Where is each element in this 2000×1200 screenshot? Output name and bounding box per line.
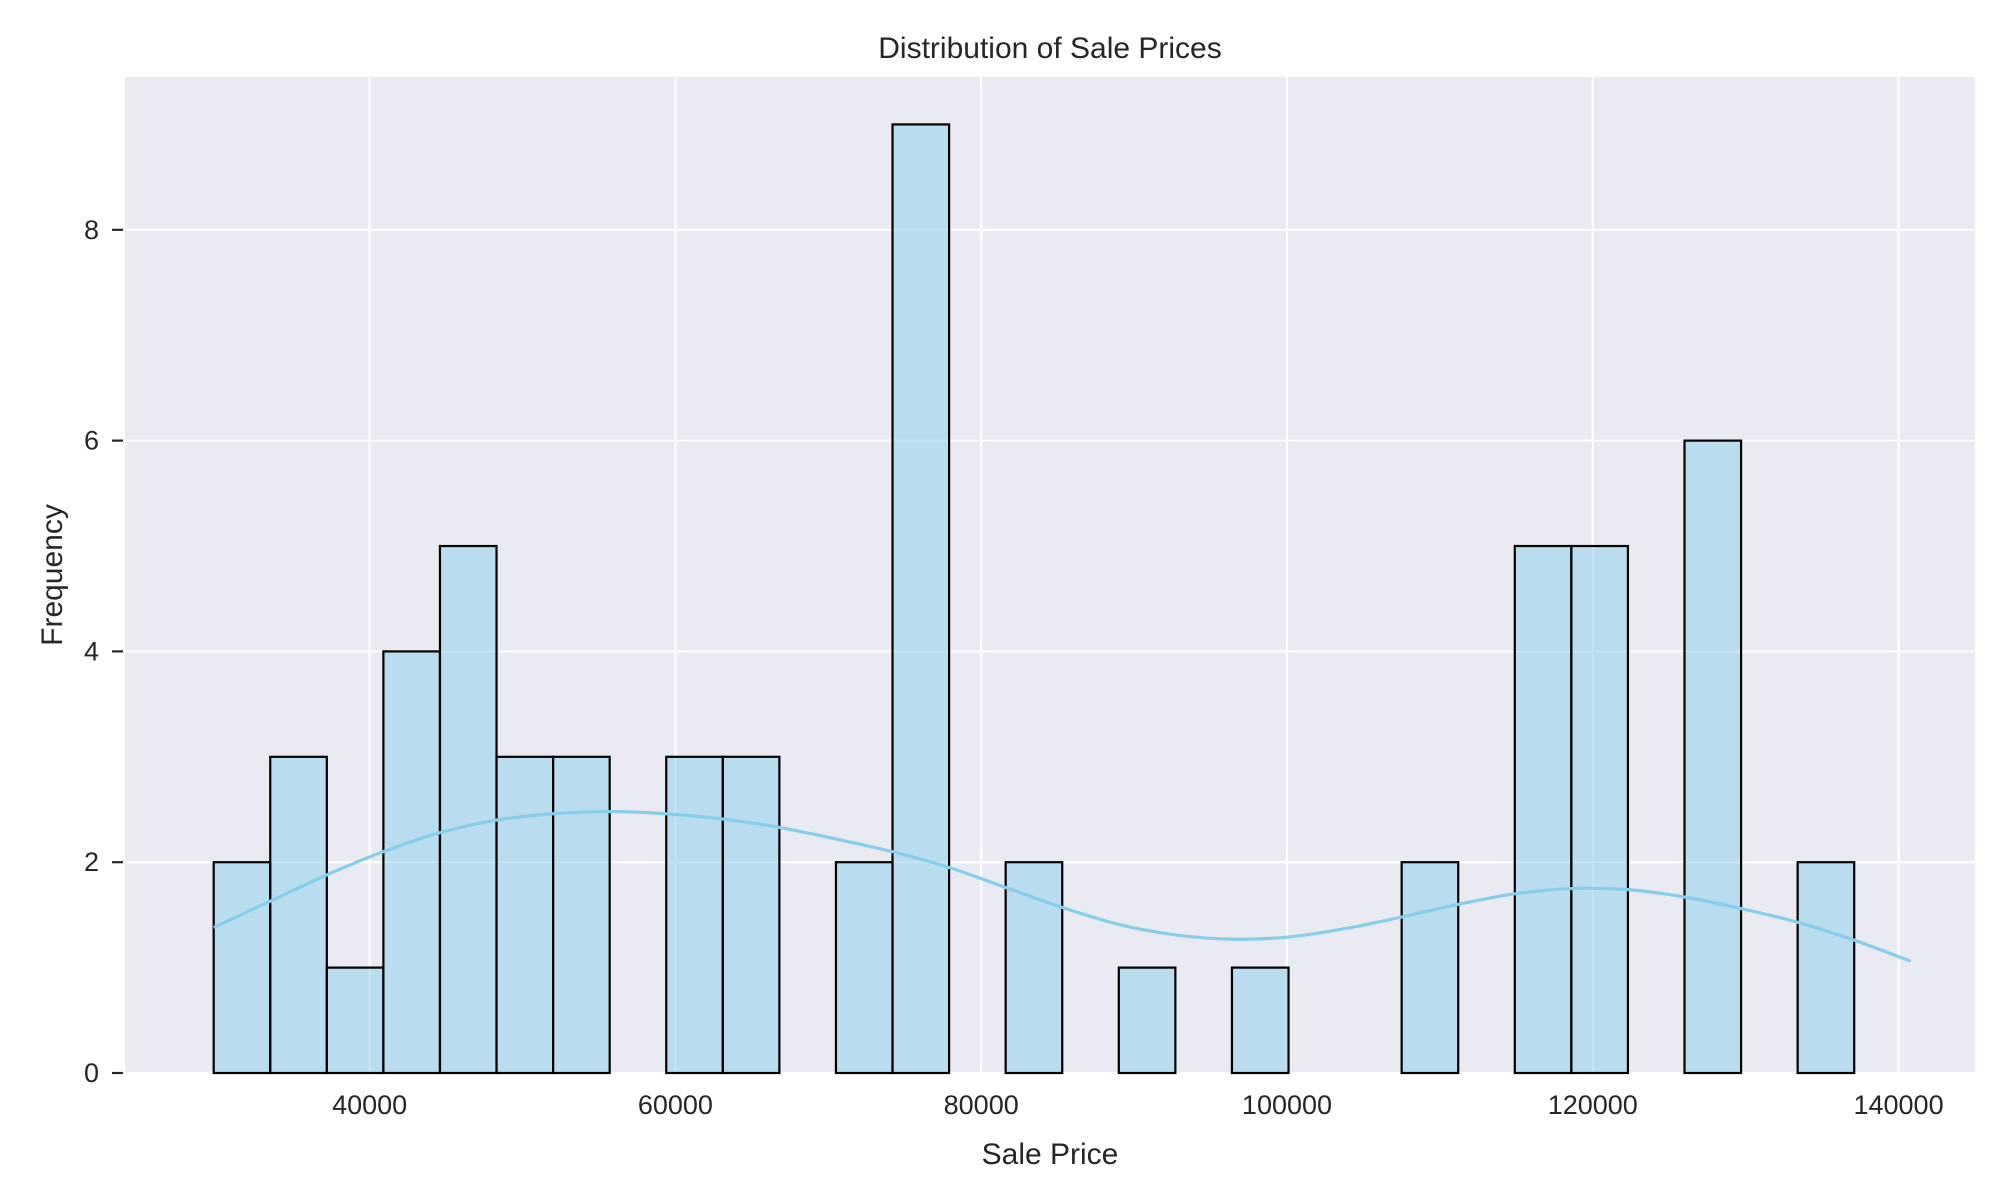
histogram-bar bbox=[212, 861, 272, 1075]
histogram-bar bbox=[665, 755, 724, 1075]
x-tick-label: 120000 bbox=[1548, 1090, 1638, 1120]
histogram-bar bbox=[495, 755, 555, 1075]
x-tick-label: 40000 bbox=[332, 1090, 407, 1120]
histogram-bar bbox=[438, 544, 498, 1075]
histogram-bar bbox=[1230, 966, 1290, 1075]
histogram-bar bbox=[891, 123, 951, 1075]
histogram-bar bbox=[1400, 861, 1460, 1075]
histogram-bar bbox=[1004, 861, 1064, 1075]
kde-curve-group bbox=[213, 810, 1912, 963]
histogram-bar bbox=[1513, 544, 1573, 1075]
histogram-bar bbox=[269, 755, 328, 1075]
histogram-bar bbox=[1796, 861, 1856, 1075]
histogram-bar bbox=[1683, 439, 1743, 1075]
histogram-bar bbox=[551, 755, 611, 1075]
x-axis-label: Sale Price bbox=[982, 1138, 1119, 1171]
y-tick-label: 8 bbox=[84, 215, 99, 245]
x-tick-label: 60000 bbox=[638, 1090, 713, 1120]
histogram-bar bbox=[325, 966, 385, 1075]
histogram-bars bbox=[212, 123, 1856, 1075]
x-tick-label: 140000 bbox=[1853, 1090, 1943, 1120]
chart-title: Distribution of Sale Prices bbox=[878, 32, 1221, 65]
y-tick-label: 6 bbox=[84, 426, 99, 456]
histogram-bar bbox=[1570, 544, 1630, 1075]
histogram-bar bbox=[382, 650, 442, 1075]
y-tick-label: 4 bbox=[84, 636, 99, 666]
y-axis-label: Frequency bbox=[36, 504, 69, 646]
histogram-bar bbox=[834, 861, 894, 1075]
x-tick-label: 100000 bbox=[1242, 1090, 1332, 1120]
axis-ticks: 40000 60000 80000 100000 120000 140000 0 2 4 6 8 bbox=[84, 215, 1944, 1120]
kde-line bbox=[213, 810, 1912, 963]
histogram-bar bbox=[1117, 966, 1177, 1075]
x-tick-label: 80000 bbox=[944, 1090, 1019, 1120]
y-tick-label: 0 bbox=[84, 1058, 99, 1088]
y-tick-label: 2 bbox=[84, 847, 99, 877]
histogram-bar bbox=[721, 755, 781, 1075]
